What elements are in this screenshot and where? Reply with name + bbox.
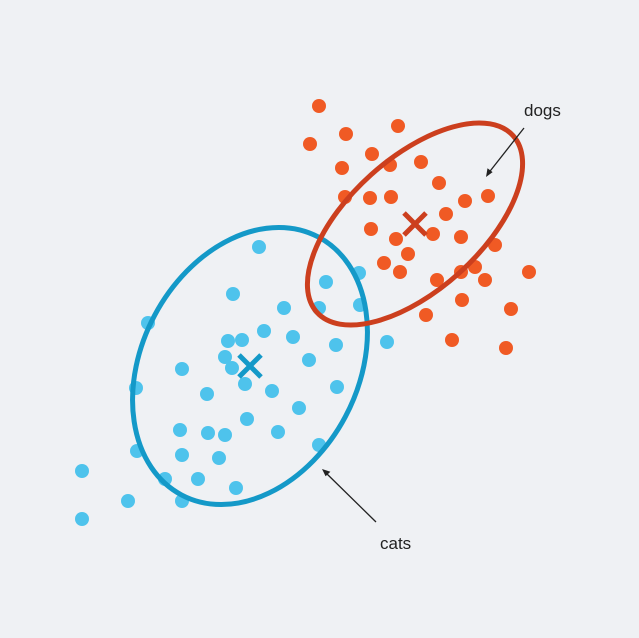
cats-point-25 <box>173 423 187 437</box>
dogs-cluster-ellipse <box>304 120 526 328</box>
cluster-centroids <box>237 211 428 379</box>
cats-point-9 <box>238 377 252 391</box>
cats-point-0 <box>252 240 266 254</box>
cats-point-5 <box>221 334 235 348</box>
dogs-point-29 <box>389 232 403 246</box>
dogs-point-22 <box>455 293 469 307</box>
dogs-point-28 <box>401 247 415 261</box>
cats-point-22 <box>292 401 306 415</box>
cats-point-21 <box>330 380 344 394</box>
cats-point-6 <box>218 350 232 364</box>
cats-point-33 <box>191 472 205 486</box>
cats-point-12 <box>286 330 300 344</box>
dogs-point-30 <box>364 222 378 236</box>
cats-point-27 <box>218 428 232 442</box>
dogs-point-32 <box>377 256 391 270</box>
annotation-dogs: dogs <box>486 101 561 177</box>
cats-point-34 <box>229 481 243 495</box>
dogs-point-12 <box>439 207 453 221</box>
dogs-point-11 <box>414 155 428 169</box>
dogs-point-23 <box>419 308 433 322</box>
annotation-arrow-shaft-dogs <box>486 127 525 176</box>
annotation-cats: cats <box>322 469 411 553</box>
scatter-points <box>75 99 536 526</box>
cats-point-28 <box>240 412 254 426</box>
dogs-point-9 <box>384 190 398 204</box>
dogs-point-3 <box>365 147 379 161</box>
cats-point-37 <box>75 512 89 526</box>
cats-point-11 <box>265 384 279 398</box>
dogs-point-6 <box>335 161 349 175</box>
dogs-point-10 <box>432 176 446 190</box>
cats-point-36 <box>75 464 89 478</box>
cats-point-23 <box>271 425 285 439</box>
dogs-point-15 <box>454 230 468 244</box>
dogs-point-27 <box>522 265 536 279</box>
dogs-point-24 <box>445 333 459 347</box>
cluster-ellipses <box>130 120 526 508</box>
cats-point-10 <box>200 387 214 401</box>
dogs-centroid-marker <box>402 211 428 237</box>
cats-point-26 <box>201 426 215 440</box>
cats-point-19 <box>329 338 343 352</box>
dogs-point-14 <box>481 189 495 203</box>
dogs-point-4 <box>391 119 405 133</box>
dogs-point-18 <box>478 273 492 287</box>
dogs-point-2 <box>339 127 353 141</box>
annotation-label-cats: cats <box>380 534 411 553</box>
cats-point-20 <box>380 335 394 349</box>
cats-point-16 <box>319 275 333 289</box>
dogs-point-13 <box>458 194 472 208</box>
annotation-arrowhead-cats <box>322 469 331 477</box>
cats-point-29 <box>212 451 226 465</box>
cats-point-30 <box>175 448 189 462</box>
dogs-point-26 <box>504 302 518 316</box>
cats-point-35 <box>121 494 135 508</box>
dogs-point-1 <box>303 137 317 151</box>
cats-point-7 <box>257 324 271 338</box>
annotation-arrow-shaft-cats <box>324 471 377 523</box>
dogs-point-31 <box>393 265 407 279</box>
dogs-point-25 <box>499 341 513 355</box>
dogs-point-0 <box>312 99 326 113</box>
dogs-point-8 <box>363 191 377 205</box>
cats-point-1 <box>226 287 240 301</box>
cats-centroid-marker <box>237 353 263 379</box>
cats-point-4 <box>175 362 189 376</box>
dogs-point-21 <box>430 273 444 287</box>
cats-point-13 <box>302 353 316 367</box>
cats-point-8 <box>235 333 249 347</box>
cats-point-39 <box>225 361 239 375</box>
annotation-arrowhead-dogs <box>486 168 493 177</box>
annotation-label-dogs: dogs <box>524 101 561 120</box>
dogs-point-20 <box>426 227 440 241</box>
cats-point-14 <box>277 301 291 315</box>
